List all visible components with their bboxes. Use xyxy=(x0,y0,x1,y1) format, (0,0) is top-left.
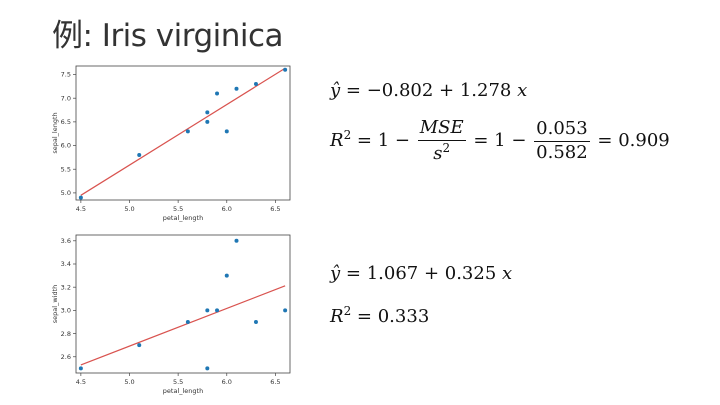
equation-r2-2: R2 = 0.333 xyxy=(330,304,430,327)
x-tick-label: 6.5 xyxy=(270,378,280,386)
equation-1-line: −0.802 + 1.278 xyxy=(366,80,512,101)
axes-frame xyxy=(75,234,291,374)
equation-regression-2: ŷ = 1.067 + 0.325 x xyxy=(330,263,513,284)
y-tick-label: 3.6 xyxy=(61,237,71,245)
x-axis-label: petal_length xyxy=(163,387,203,395)
y-tick-label: 3.4 xyxy=(61,260,71,268)
data-point xyxy=(215,91,220,96)
data-point xyxy=(234,238,239,243)
x-tick-label: 5.5 xyxy=(173,378,183,386)
y-axis-label: sepal_width xyxy=(51,285,59,323)
x-tick-label: 5.0 xyxy=(124,205,134,213)
scatter-plot-sepal-length: 4.5 5.0 5.5 6.0 6.5 5.0 5.5 6.0 6.5 7.0 7.5 petal_l… xyxy=(51,65,291,222)
equation-2-line: 1.067 + 0.325 xyxy=(366,263,497,284)
y-tick-label: 7.0 xyxy=(61,94,71,102)
fraction-values: 0.053 0.582 xyxy=(534,118,590,163)
data-point xyxy=(185,129,190,134)
mse-label: MSE xyxy=(419,117,464,138)
y-tick-label: 2.8 xyxy=(61,330,71,338)
data-point xyxy=(205,110,210,115)
x-tick-label: 6.0 xyxy=(222,378,232,386)
y-tick-label: 7.5 xyxy=(61,71,71,79)
data-point xyxy=(283,308,288,313)
r2-value-2: 0.333 xyxy=(377,306,430,327)
equation-regression-1: ŷ = −0.802 + 1.278 x xyxy=(330,80,528,101)
x-tick-label: 5.5 xyxy=(173,205,183,213)
x-tick-label: 4.5 xyxy=(76,205,86,213)
x-tick-label: 6.0 xyxy=(222,205,232,213)
x-tick-label: 4.5 xyxy=(76,378,86,386)
x-tick-label: 5.0 xyxy=(124,378,134,386)
data-point xyxy=(215,308,220,313)
data-point xyxy=(283,67,288,72)
y-tick-label: 3.0 xyxy=(61,307,71,315)
y-tick-label: 2.6 xyxy=(61,353,71,361)
data-point xyxy=(253,319,258,324)
data-point xyxy=(205,119,210,124)
regression-line xyxy=(80,285,286,366)
regression-line xyxy=(80,67,286,196)
data-point xyxy=(185,319,190,324)
y-tick-label: 5.0 xyxy=(61,189,71,197)
data-point xyxy=(137,343,142,348)
fraction-mse-over-variance: MSE s2 xyxy=(417,117,466,164)
data-point xyxy=(234,86,239,91)
y-tick-label: 6.0 xyxy=(61,142,71,150)
axes-frame xyxy=(75,65,291,201)
data-point xyxy=(205,366,210,371)
data-point xyxy=(205,308,210,313)
x-axis-label: petal_length xyxy=(163,214,203,222)
scatter-plot-sepal-width: 4.5 5.0 5.5 6.0 6.5 2.6 2.8 3.0 3.2 3.4 3.6 petal_l… xyxy=(51,234,291,395)
data-point xyxy=(78,195,83,200)
y-tick-label: 6.5 xyxy=(61,118,71,126)
y-tick-label: 5.5 xyxy=(61,165,71,173)
fraction-denominator: 0.582 xyxy=(536,141,588,163)
data-point xyxy=(224,129,229,134)
y-tick-label: 3.2 xyxy=(61,283,71,291)
slide-title: 例: Iris virginica xyxy=(52,18,284,54)
equation-r2-1: R2 = 1 − MSE s2 = 1 − 0.053 0.582 = 0.90… xyxy=(330,117,670,164)
data-point xyxy=(224,273,229,278)
x-tick-label: 6.5 xyxy=(270,205,280,213)
y-axis-label: sepal_length xyxy=(51,112,59,153)
fraction-numerator: 0.053 xyxy=(534,118,590,142)
data-point xyxy=(78,366,83,371)
data-point xyxy=(253,81,258,86)
variance-symbol: s xyxy=(433,142,443,164)
r2-value-1: 0.909 xyxy=(618,130,670,152)
data-point xyxy=(137,153,142,158)
